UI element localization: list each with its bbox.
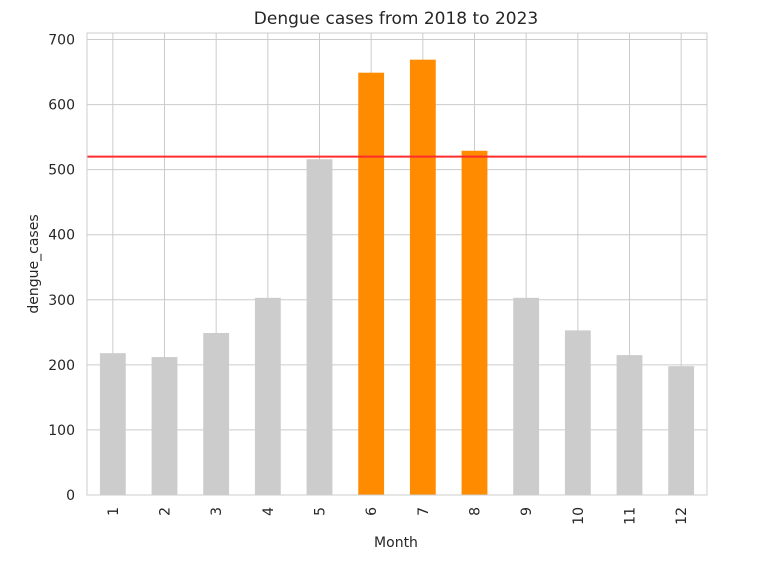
bar-month-1 — [99, 353, 126, 495]
y-tick-label: 200 — [48, 358, 75, 374]
x-tick-label: 8 — [468, 507, 484, 516]
y-tick-label: 400 — [48, 228, 75, 244]
y-tick-label: 500 — [48, 163, 75, 179]
bar-month-4 — [254, 297, 281, 495]
bar-month-5 — [306, 159, 333, 495]
plot-frame — [86, 32, 708, 496]
grid-layer — [87, 33, 707, 496]
x-axis-label: Month — [374, 535, 418, 551]
bar-month-11 — [616, 355, 643, 495]
x-tick-label: 1 — [106, 507, 122, 516]
x-tick-label: 4 — [261, 507, 277, 516]
y-tick-labels: 0 100 200 300 400 500 600 700 — [48, 33, 75, 504]
x-tick-label: 11 — [623, 507, 639, 525]
y-tick-label: 0 — [66, 488, 75, 504]
bar-month-7 — [409, 59, 436, 496]
bar-month-3 — [203, 332, 230, 495]
x-tick-label: 9 — [519, 507, 535, 516]
bar-month-6 — [358, 72, 385, 495]
x-tick-labels: 1 2 3 4 5 6 7 8 9 10 11 12 — [106, 507, 690, 525]
x-tick-label: 12 — [674, 507, 690, 525]
x-tick-label: 10 — [571, 507, 587, 525]
x-tick-label: 5 — [313, 507, 329, 516]
chart-title: Dengue cases from 2018 to 2023 — [254, 9, 538, 29]
bar-month-10 — [564, 330, 591, 495]
x-tick-label: 3 — [209, 507, 225, 516]
x-tick-label: 7 — [416, 507, 432, 516]
bar-month-2 — [151, 357, 178, 495]
y-tick-label: 100 — [48, 423, 75, 439]
x-tick-label: 2 — [158, 507, 174, 516]
bar-month-8 — [461, 150, 488, 495]
bar-month-12 — [668, 366, 695, 495]
bar-layer — [99, 59, 695, 496]
x-tick-label: 6 — [364, 507, 380, 516]
y-tick-label: 700 — [48, 33, 75, 49]
y-axis-label: dengue_cases — [26, 214, 42, 313]
y-tick-label: 300 — [48, 293, 75, 309]
bar-month-9 — [513, 297, 540, 495]
y-tick-label: 600 — [48, 98, 75, 114]
